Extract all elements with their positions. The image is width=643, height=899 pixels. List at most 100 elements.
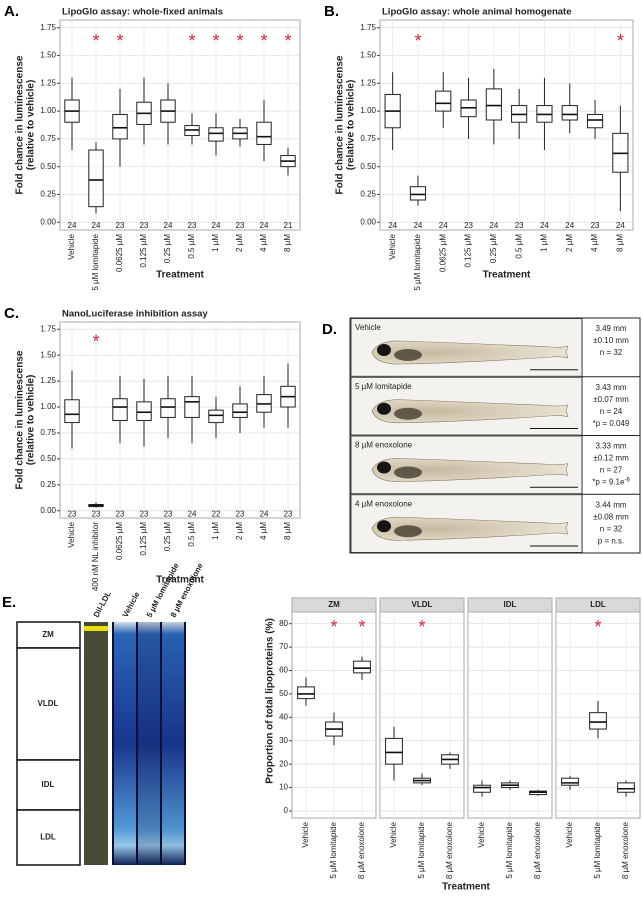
significance-star: * [212,31,219,51]
box [561,777,579,786]
significance-star: * [414,31,421,51]
fraction-label: VLDL [38,699,59,708]
facet-label: ZM [328,600,340,609]
y-tick-label: 0.25 [40,480,56,489]
n-label: 23 [464,221,473,230]
fraction-box [16,809,81,866]
x-tick-label: 4 µM [259,234,268,252]
fraction-label: ZM [42,630,54,639]
y-tick-label: 0.75 [40,428,56,437]
chart-title: NanoLuciferase inhibition assay [62,309,208,320]
n-label: 23 [236,509,245,518]
fish [371,458,569,482]
n-label: 23 [164,509,173,518]
n-label: 23 [92,509,101,518]
panel-label: A. [4,3,19,20]
significance-star: * [284,31,291,51]
y-tick-label: 0.25 [360,190,376,199]
x-tick-label: 5 µM lomitapide [329,821,338,878]
significance-star: * [116,31,123,51]
x-tick-label: 0.5 µM [187,234,196,259]
stat: ±0.07 mm [593,395,629,404]
row-label: 5 µM lomitapide [355,382,412,391]
y-tick-label: 1.00 [360,106,376,115]
y-tick-label: 1.75 [40,324,56,333]
box [160,398,176,418]
y-axis-label: (relative to vehicle) [346,80,357,171]
lane-label: Vehicle [121,590,142,619]
facet-label: LDL [590,600,606,609]
y-tick-label: 10 [279,783,288,792]
x-tick-label: 8 µM enoxolone [357,821,366,879]
y-tick-label: 0.25 [40,190,56,199]
box [435,90,452,112]
n-label: 24 [260,221,269,230]
x-tick-label: 1 µM [211,522,220,540]
y-tick-label: 30 [279,736,288,745]
stat: 3.44 mm [595,500,626,509]
x-tick-label: 8 µM [283,522,292,540]
fraction-box [16,647,81,761]
n-label: 23 [140,221,149,230]
y-tick-label: 1.50 [360,51,376,60]
x-tick-label: 5 µM lomitapide [91,233,100,290]
y-axis-label: Fold chance in luminescense [335,55,346,194]
n-label: 23 [236,221,245,230]
n-label: 24 [68,221,77,230]
n-label: 24 [92,221,101,230]
x-tick-label: 400 nM NL inhibitor [91,522,100,591]
box [256,121,272,145]
box [485,88,502,121]
stat: ±0.08 mm [593,512,629,521]
y-tick-label: 70 [279,642,288,651]
lane [114,622,136,865]
x-axis-label: Treatment [442,882,490,893]
x-tick-label: Vehicle [67,233,76,259]
x-axis-label: Treatment [156,575,204,586]
n-label: 22 [212,509,221,518]
x-tick-label: Vehicle [565,821,574,847]
y-tick-label: 0.00 [40,217,56,226]
box [208,127,224,142]
fish [371,399,569,424]
x-tick-label: 8 µM [615,234,624,252]
x-tick-label: 0.25 µM [163,234,172,263]
stat: p = n.s. [598,536,624,545]
row-label: Vehicle [355,323,381,332]
stat: ±0.10 mm [593,336,629,345]
box [232,403,248,418]
n-label: 23 [116,509,125,518]
x-tick-label: 0.0625 µM [115,522,124,560]
y-tick-label: 1.75 [40,23,56,32]
n-label: 24 [413,221,422,230]
plot-area [59,321,301,519]
significance-star: * [594,617,601,637]
chart-title: LipoGlo assay: whole animal homogenate [382,7,572,18]
y-tick-label: 1.50 [40,51,56,60]
y-tick-label: 0.75 [40,134,56,143]
significance-star: * [92,331,99,351]
y-tick-label: 0.00 [40,506,56,515]
y-axis-label: Proportion of total lipoproteins (%) [265,618,276,784]
significance-star: * [92,31,99,51]
box [561,105,578,121]
lane [138,622,160,865]
x-tick-label: 0.25 µM [489,234,498,263]
x-tick-label: 5 µM lomitapide [505,821,514,878]
fraction-label: IDL [42,780,55,789]
y-tick-label: 0 [284,806,289,815]
y-tick-label: 40 [279,712,288,721]
x-tick-label: 8 µM enoxolone [533,821,542,879]
x-tick-label: 8 µM enoxolone [445,821,454,879]
y-axis-label: (relative to vehicle) [26,80,37,171]
lane-label: Dil-LDL [92,589,113,618]
row-label: 4 µM enoxolone [355,499,413,508]
x-tick-label: Vehicle [67,521,76,547]
x-tick-label: 0.0625 µM [115,234,124,272]
n-label: 23 [116,221,125,230]
fish-eye [377,520,391,533]
n-label: 23 [591,221,600,230]
n-label: 23 [188,221,197,230]
box [589,712,607,730]
x-tick-label: 8 µM enoxolone [621,821,630,879]
